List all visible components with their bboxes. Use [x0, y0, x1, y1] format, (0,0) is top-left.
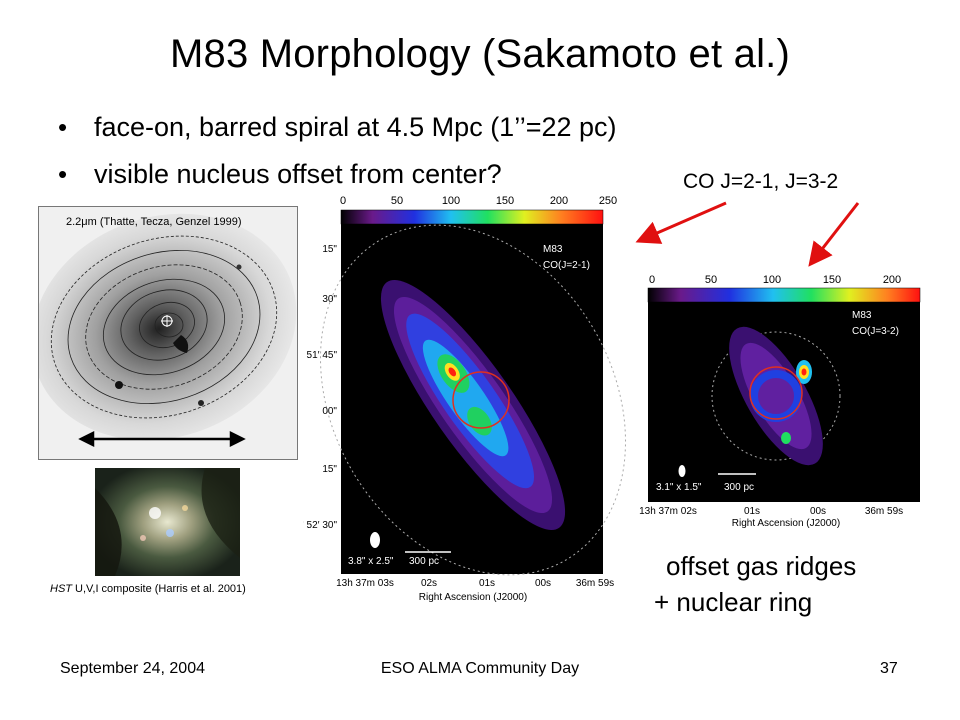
co21-dec-tick: 51′ 45" — [307, 350, 338, 361]
co32-line-name: CO(J=3-2) — [852, 326, 899, 337]
co21-beam-label: 3.8" x 2.5" — [348, 556, 394, 567]
co21-colorbar — [340, 209, 604, 225]
co32-cbar-tick: 0 — [649, 274, 655, 286]
co21-galaxy-name: M83 — [543, 244, 563, 255]
co21-line-name: CO(J=2-1) — [543, 260, 590, 271]
slide-title: M83 Morphology (Sakamoto et al.) — [169, 32, 790, 76]
co21-ra-tick: 02s — [421, 578, 437, 589]
co21-cbar-tick: 150 — [496, 195, 514, 207]
co32-cbar-tick: 150 — [823, 274, 841, 286]
co32-ra-label: Right Ascension (J2000) — [732, 518, 840, 529]
bullet-dot: • — [58, 112, 68, 142]
co21-ra-tick: 01s — [479, 578, 495, 589]
co21-dec-tick: -29° 52′ 30" — [303, 520, 337, 531]
bullet-item: • visible nucleus offset from center? — [58, 159, 617, 206]
co21-cbar-tick: 50 — [391, 195, 403, 207]
co21-cbar-tick: 200 — [550, 195, 568, 207]
co21-ra-tick: 36m 59s — [576, 578, 614, 589]
co32-beam-label: 3.1" x 1.5" — [656, 482, 702, 493]
co21-intensity-map: 0 50 100 150 200 250 M83 CO(J=2-1) 3.8 — [303, 190, 633, 605]
hst-caption-rest: U,V,I composite (Harris et al. 2001) — [72, 583, 246, 595]
co32-ra-tick: 00s — [810, 506, 826, 517]
co21-dec-tick: 00" — [322, 406, 337, 417]
arrow-to-co21 — [635, 201, 727, 244]
co32-galaxy-name: M83 — [852, 310, 872, 321]
co32-cbar-tick: 50 — [705, 274, 717, 286]
arrow-to-co32 — [808, 202, 860, 267]
offset-line-2: + nuclear ring — [654, 587, 813, 617]
ir-contour-map — [38, 206, 298, 460]
co32-intensity-map: 0 50 100 150 200 M83 CO(J=3-2) 3.1" x 1.… — [626, 268, 922, 530]
ir-caption: 2.2μm (Thatte, Tecza, Genzel 1999) — [66, 216, 242, 228]
co32-ra-tick: 36m 59s — [865, 506, 903, 517]
co-transition-label: CO J=2-1, J=3-2 — [683, 170, 839, 193]
co21-cbar-tick: 250 — [599, 195, 617, 207]
co21-cbar-tick: 0 — [340, 195, 346, 207]
hst-composite-image — [95, 468, 240, 576]
hst-caption-italic: HST — [50, 583, 72, 595]
co21-ra-tick: 13h 37m 03s — [336, 578, 394, 589]
co32-colorbar — [647, 287, 921, 303]
co21-dec-tick: 15" — [322, 244, 337, 255]
co21-ra-label: Right Ascension (J2000) — [419, 592, 527, 603]
co21-dec-tick: 30" — [322, 294, 337, 305]
co21-scalebar-label: 300 pc — [409, 556, 439, 567]
footer-event: ESO ALMA Community Day — [380, 660, 580, 677]
hst-caption: HST U,V,I composite (Harris et al. 2001) — [50, 583, 246, 595]
bullet-list: • face-on, barred spiral at 4.5 Mpc (1’’… — [58, 112, 617, 206]
bullet-item: • face-on, barred spiral at 4.5 Mpc (1’’… — [58, 112, 617, 159]
page-number: 37 — [880, 660, 898, 677]
bullet-text: face-on, barred spiral at 4.5 Mpc (1’’=2… — [94, 112, 617, 142]
co32-cbar-tick: 100 — [763, 274, 781, 286]
footer-date: September 24, 2004 — [60, 660, 205, 677]
offset-gas-note: offset gas ridges + nuclear ring — [654, 548, 857, 620]
co32-ra-tick: 01s — [744, 506, 760, 517]
bullet-text: visible nucleus offset from center? — [94, 159, 502, 189]
offset-line-1: offset gas ridges — [666, 551, 857, 581]
co21-cbar-tick: 100 — [442, 195, 460, 207]
co32-scalebar-label: 300 pc — [724, 482, 754, 493]
co21-dec-tick: 15" — [322, 464, 337, 475]
co21-ra-tick: 00s — [535, 578, 551, 589]
bullet-dot: • — [58, 159, 68, 189]
co32-ra-tick: 13h 37m 02s — [639, 506, 697, 517]
co32-cbar-tick: 200 — [883, 274, 901, 286]
